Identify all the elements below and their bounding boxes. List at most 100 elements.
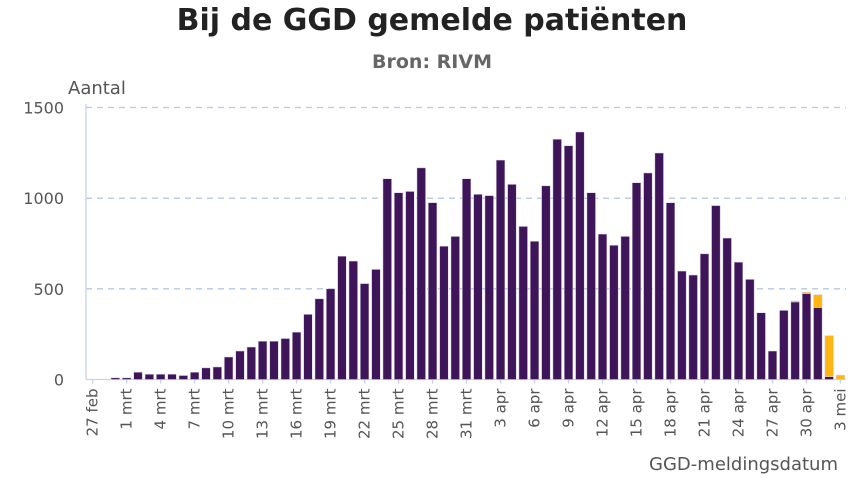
x-tick-label: 7 mrt [186,388,204,429]
bar-reported [631,182,642,380]
bars [110,131,846,380]
bar-reported [699,253,710,380]
x-tick-label: 18 apr [662,388,680,438]
bar-recent [835,374,846,380]
x-tick-label: 21 apr [696,388,714,438]
bar-reported [779,310,789,380]
bar-reported [767,350,778,380]
bar-reported [439,245,449,380]
bar-reported [745,279,755,380]
x-tick-label: 16 mrt [288,388,306,439]
bar-reported [552,138,562,380]
x-tick-label: 25 mrt [390,388,408,439]
bar-recent [801,292,812,294]
y-tick-label: 1000 [23,189,64,208]
bar-reported [428,202,438,380]
y-tick-label: 500 [33,280,64,299]
bar-reported [518,226,528,380]
y-tick-label: 0 [54,371,64,390]
bar-reported [462,178,472,380]
bar-reported [326,288,336,380]
bar-reported [711,205,721,380]
bar-reported [665,202,676,380]
bar-reported [371,269,381,380]
bar-reported [688,274,698,380]
x-tick-label: 15 apr [628,388,646,438]
x-tick-label: 12 apr [594,388,612,438]
bar-reported [405,191,415,380]
x-tick-label: 10 mrt [220,388,238,439]
x-tick-label: 22 mrt [356,388,374,439]
bar-reported [246,346,256,380]
x-tick-label: 6 apr [526,388,544,428]
bar-reported [733,261,744,380]
bar-reported [292,331,302,380]
bar-reported [416,167,426,380]
bar-reported [258,340,268,380]
x-tick-label: 28 mrt [424,388,442,439]
bar-reported [756,312,766,380]
bar-recent [824,335,834,377]
chart-title: Bij de GGD gemelde patiënten [177,3,688,38]
bar-reported [654,152,664,380]
bar-reported [496,159,506,380]
bar-reported [507,184,517,380]
bar-reported [530,241,540,380]
x-tick-label: 13 mrt [254,388,272,439]
bar-recent [790,300,800,303]
bar-reported [360,283,370,380]
bar-reported [450,236,460,380]
bar-reported [790,301,800,380]
bar-reported [167,373,177,380]
x-tick-label: 9 apr [560,388,578,428]
bar-reported [598,233,608,380]
bar-reported [813,307,823,380]
y-axis-ticks: 0 500 1000 1500 [23,99,64,390]
bar-reported [677,270,687,380]
x-tick-label: 24 apr [730,388,748,438]
bar-reported [394,192,404,380]
x-tick-label: 3 apr [492,388,510,428]
bar-reported [348,260,358,380]
x-tick-label: 3 mei [831,389,849,431]
bar-reported [620,236,630,380]
bar-reported [382,178,392,380]
bar-reported [484,195,494,380]
bar-reported [190,371,200,380]
bar-reported [643,172,653,380]
bar-reported [110,377,120,380]
x-tick-label: 27 feb [84,389,102,437]
bar-reported [722,237,732,380]
bar-reported [212,366,222,380]
x-tick-label: 27 apr [764,388,782,438]
bar-reported [824,376,834,380]
bar-reported [473,194,483,380]
x-axis-label: GGD-meldingsdatum [649,454,838,475]
bar-reported [201,367,211,380]
bar-reported [269,340,279,380]
bar-reported [144,373,154,380]
bar-reported [575,131,585,380]
bar-reported [303,314,313,380]
bar-reported [337,255,347,380]
x-tick-label: 1 mrt [118,388,136,429]
bar-recent [813,294,823,308]
bar-reported [156,373,166,380]
x-tick-label: 31 mrt [458,388,476,439]
chart-subtitle: Bron: RIVM [372,51,492,73]
bar-reported [801,293,812,380]
bar-reported [586,192,596,380]
x-tick-label: 4 mrt [152,388,170,429]
bar-reported [235,350,245,380]
bar-reported [122,377,132,380]
bar-reported [609,245,619,380]
bar-reported [224,356,234,380]
bar-reported [541,185,551,380]
bar-reported [314,298,324,380]
y-tick-label: 1500 [23,99,64,118]
x-tick-label: 19 mrt [322,388,340,439]
x-tick-label: 30 apr [797,388,815,438]
bar-reported [280,338,290,380]
bar-reported [133,371,143,380]
